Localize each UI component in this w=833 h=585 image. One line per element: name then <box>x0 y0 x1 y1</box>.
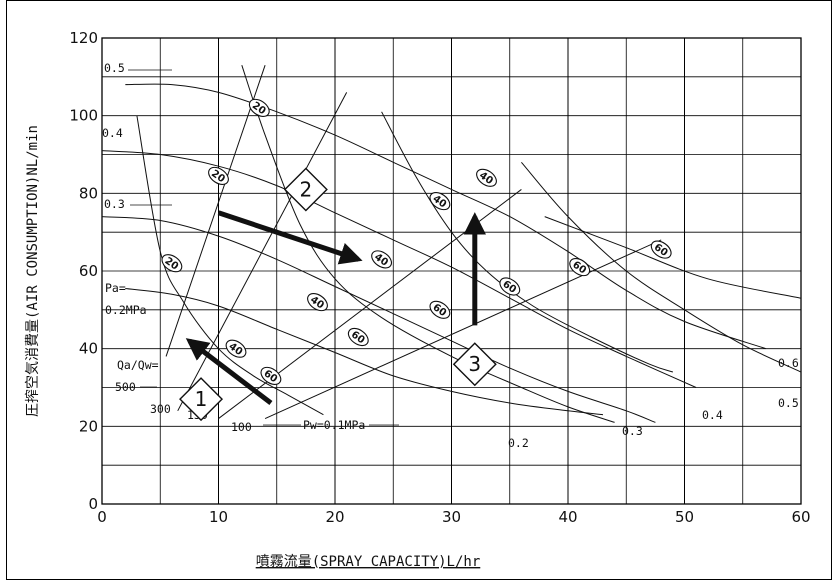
angle-marker: 40 <box>429 192 451 211</box>
step-diamond <box>179 377 224 422</box>
x-tick-label: 20 <box>325 508 344 526</box>
air-pressure-curve-label: 0.5 <box>104 61 125 75</box>
x-tick-label: 0 <box>97 508 107 526</box>
angle-marker-oval <box>476 168 497 187</box>
water-pressure-curve-label: 0.2 <box>508 436 529 450</box>
water-pressure-curve <box>136 115 324 416</box>
air-pressure-curve-label: 0.2MPa <box>105 303 147 317</box>
water-pressure-curve <box>521 161 802 373</box>
angle-marker-oval <box>347 327 369 347</box>
water-pressure-curve <box>241 65 615 423</box>
y-axis-label: 圧搾空気消費量(AIR CONSUMPTION)NL/min <box>24 125 41 417</box>
angle-marker: 60 <box>650 240 672 259</box>
water-pressure-curve-label: 0.4 <box>702 408 723 422</box>
angle-marker-oval <box>650 240 672 259</box>
ratio-line-label: 300 <box>150 402 171 416</box>
angle-marker-oval <box>208 166 229 185</box>
step-number: 1 <box>195 387 208 411</box>
angle-marker-oval <box>260 366 282 385</box>
angle-marker-oval <box>225 339 247 358</box>
y-tick-label: 80 <box>79 184 98 202</box>
air-pressure-label: Pa= <box>105 281 126 295</box>
angle-marker-oval <box>429 300 451 319</box>
angle-marker: 20 <box>208 166 229 185</box>
x-tick-label: 30 <box>442 508 461 526</box>
x-tick-label: 40 <box>558 508 577 526</box>
air-pressure-curve <box>125 288 604 416</box>
angle-marker-oval <box>371 250 393 269</box>
x-tick-label: 50 <box>675 508 694 526</box>
angle-marker: 60 <box>260 366 282 385</box>
air-pressure-curve <box>101 150 697 388</box>
angle-marker: 20 <box>161 254 183 273</box>
step-arrow <box>185 338 273 406</box>
plot-border <box>101 37 802 505</box>
angle-marker: 40 <box>307 293 328 312</box>
ratio-line <box>165 65 266 357</box>
angle-marker: 60 <box>347 327 369 347</box>
ratio-label: Qa/Qw= <box>117 358 159 372</box>
air-pressure-curve <box>101 216 656 423</box>
ratio-line <box>264 239 662 420</box>
step-diamond <box>283 167 328 212</box>
step-arrow <box>217 210 363 265</box>
angle-marker: 60 <box>429 300 451 319</box>
step-diamond <box>452 342 497 387</box>
step-number: 2 <box>300 177 313 201</box>
angle-marker: 40 <box>225 339 247 358</box>
y-tick-label: 100 <box>69 107 98 125</box>
grid-lines <box>101 37 802 505</box>
air-pressure-curve <box>125 83 767 350</box>
air-pressure-curve-label-repeat: 0.5 <box>778 396 799 410</box>
angle-marker: 40 <box>371 250 393 269</box>
chart-frame: 0 10 20 30 40 50 60 0 20 40 60 80 100 120 Pa= 0.2MPa 0.… <box>6 0 832 580</box>
water-pressure-curve <box>381 111 674 373</box>
angle-marker-oval <box>569 258 591 277</box>
angle-marker-oval <box>248 98 270 117</box>
ratio-line-label: 100 <box>231 420 252 434</box>
air-pressure-curve-label: 0.4 <box>102 126 123 140</box>
step-number: 3 <box>468 352 481 376</box>
angle-marker-oval <box>307 293 328 312</box>
air-pressure-curve-label: 0.6 <box>778 356 799 370</box>
water-pressure-curve-label: Pw=0.1MPa <box>303 418 365 432</box>
y-tick-label: 60 <box>79 262 98 280</box>
air-pressure-curve-label: 0.3 <box>104 197 125 211</box>
water-pressure-curve-label: 0.3 <box>622 424 643 438</box>
x-axis-label: 噴霧流量(SPRAY CAPACITY)L/hr <box>256 554 481 570</box>
angle-marker-oval <box>161 254 183 273</box>
step-annotations: 1 2 3 <box>179 167 497 422</box>
ratio-line <box>177 92 348 412</box>
x-tick-label: 60 <box>791 508 810 526</box>
y-tick-label: 20 <box>79 417 98 435</box>
y-tick-label: 120 <box>69 29 98 47</box>
y-tick-label: 40 <box>79 340 98 358</box>
angle-markers: 20 20 20 40 60 40 40 60 40 60 40 60 60 60 <box>161 98 672 385</box>
ratio-line-label: 500 <box>115 380 136 394</box>
angle-marker: 20 <box>248 98 270 117</box>
x-tick-label: 10 <box>209 508 228 526</box>
angle-marker: 60 <box>569 258 591 277</box>
angle-marker-oval <box>429 192 451 211</box>
angle-marker: 60 <box>499 277 521 296</box>
y-tick-label: 0 <box>88 495 98 513</box>
air-pressure-curve <box>544 216 802 299</box>
angle-marker: 40 <box>476 168 497 187</box>
angle-marker-oval <box>499 277 521 296</box>
